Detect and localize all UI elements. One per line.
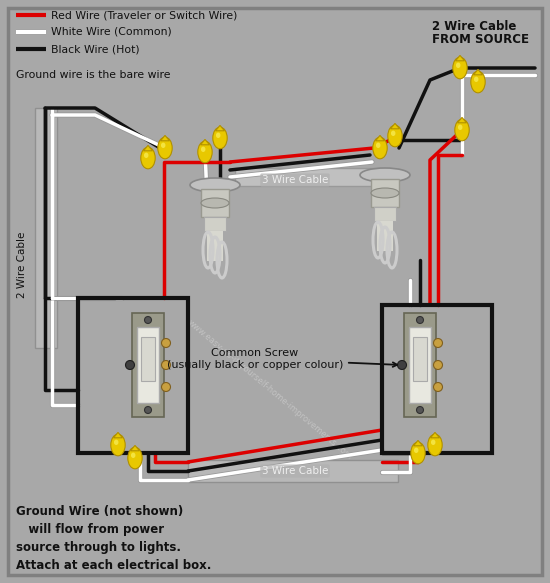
Text: FROM SOURCE: FROM SOURCE xyxy=(432,33,529,46)
Circle shape xyxy=(162,382,170,392)
Text: 2 Wire Cable: 2 Wire Cable xyxy=(17,232,27,298)
Ellipse shape xyxy=(141,147,155,169)
Ellipse shape xyxy=(376,143,381,148)
Circle shape xyxy=(145,406,151,413)
Text: 2 Wire Cable: 2 Wire Cable xyxy=(432,20,516,33)
Polygon shape xyxy=(113,433,123,438)
Circle shape xyxy=(433,339,443,347)
Bar xyxy=(188,460,398,482)
Ellipse shape xyxy=(201,198,229,208)
Text: 3 Wire Cable: 3 Wire Cable xyxy=(262,175,328,185)
Circle shape xyxy=(398,360,406,370)
Ellipse shape xyxy=(144,153,148,158)
Ellipse shape xyxy=(373,137,387,159)
Ellipse shape xyxy=(360,168,410,182)
Circle shape xyxy=(162,339,170,347)
Bar xyxy=(374,207,396,221)
Polygon shape xyxy=(474,69,482,75)
Text: Ground wire is the bare wire: Ground wire is the bare wire xyxy=(16,70,170,80)
Text: Black Wire (Hot): Black Wire (Hot) xyxy=(51,44,140,54)
Polygon shape xyxy=(431,433,439,438)
Polygon shape xyxy=(216,125,224,131)
Polygon shape xyxy=(130,445,140,451)
Polygon shape xyxy=(458,117,466,123)
Bar xyxy=(201,189,229,217)
Ellipse shape xyxy=(201,146,206,152)
Polygon shape xyxy=(390,124,399,129)
Ellipse shape xyxy=(391,131,395,136)
Text: www.easy-do-it-yourself-home-improvements.com: www.easy-do-it-yourself-home-improvement… xyxy=(186,318,354,462)
Bar xyxy=(235,168,380,186)
Ellipse shape xyxy=(411,442,425,464)
Circle shape xyxy=(162,360,170,370)
Circle shape xyxy=(433,360,443,370)
Ellipse shape xyxy=(471,71,485,93)
Bar xyxy=(413,337,427,381)
Polygon shape xyxy=(201,139,210,145)
Polygon shape xyxy=(414,440,422,446)
Circle shape xyxy=(416,317,424,324)
Ellipse shape xyxy=(371,188,399,198)
Text: 3 Wire Cable: 3 Wire Cable xyxy=(262,466,328,476)
Ellipse shape xyxy=(161,143,166,148)
Polygon shape xyxy=(161,135,169,141)
Ellipse shape xyxy=(456,62,460,68)
Circle shape xyxy=(433,382,443,392)
Bar xyxy=(207,231,223,261)
Text: Common Screw
(usually black or copper colour): Common Screw (usually black or copper co… xyxy=(167,348,397,370)
Ellipse shape xyxy=(414,448,419,453)
Bar xyxy=(204,217,226,231)
Ellipse shape xyxy=(131,452,135,458)
Ellipse shape xyxy=(198,141,212,163)
Ellipse shape xyxy=(453,57,467,79)
Polygon shape xyxy=(455,55,465,61)
Bar xyxy=(35,108,57,348)
Ellipse shape xyxy=(474,76,478,82)
Bar xyxy=(132,313,164,417)
Text: White Wire (Common): White Wire (Common) xyxy=(51,27,172,37)
Ellipse shape xyxy=(114,440,118,445)
Circle shape xyxy=(416,406,424,413)
Bar xyxy=(382,305,492,453)
Ellipse shape xyxy=(458,125,463,130)
Polygon shape xyxy=(376,135,384,141)
Bar xyxy=(409,327,431,403)
Ellipse shape xyxy=(111,434,125,456)
Ellipse shape xyxy=(388,125,402,147)
Polygon shape xyxy=(144,145,152,151)
Ellipse shape xyxy=(431,440,436,445)
Bar xyxy=(78,298,188,453)
Circle shape xyxy=(145,317,151,324)
Text: Red Wire (Traveler or Switch Wire): Red Wire (Traveler or Switch Wire) xyxy=(51,10,238,20)
Bar xyxy=(371,179,399,207)
Circle shape xyxy=(125,360,135,370)
Ellipse shape xyxy=(190,178,240,192)
Ellipse shape xyxy=(216,132,221,138)
Text: Ground Wire (not shown)
   will flow from power
source through to lights.
Attach: Ground Wire (not shown) will flow from p… xyxy=(16,505,211,572)
Ellipse shape xyxy=(158,137,172,159)
Bar xyxy=(404,313,436,417)
Bar xyxy=(137,327,159,403)
Bar xyxy=(377,221,393,251)
Ellipse shape xyxy=(213,127,227,149)
Ellipse shape xyxy=(455,119,469,141)
Ellipse shape xyxy=(128,447,142,469)
Ellipse shape xyxy=(428,434,442,456)
Bar xyxy=(141,337,155,381)
